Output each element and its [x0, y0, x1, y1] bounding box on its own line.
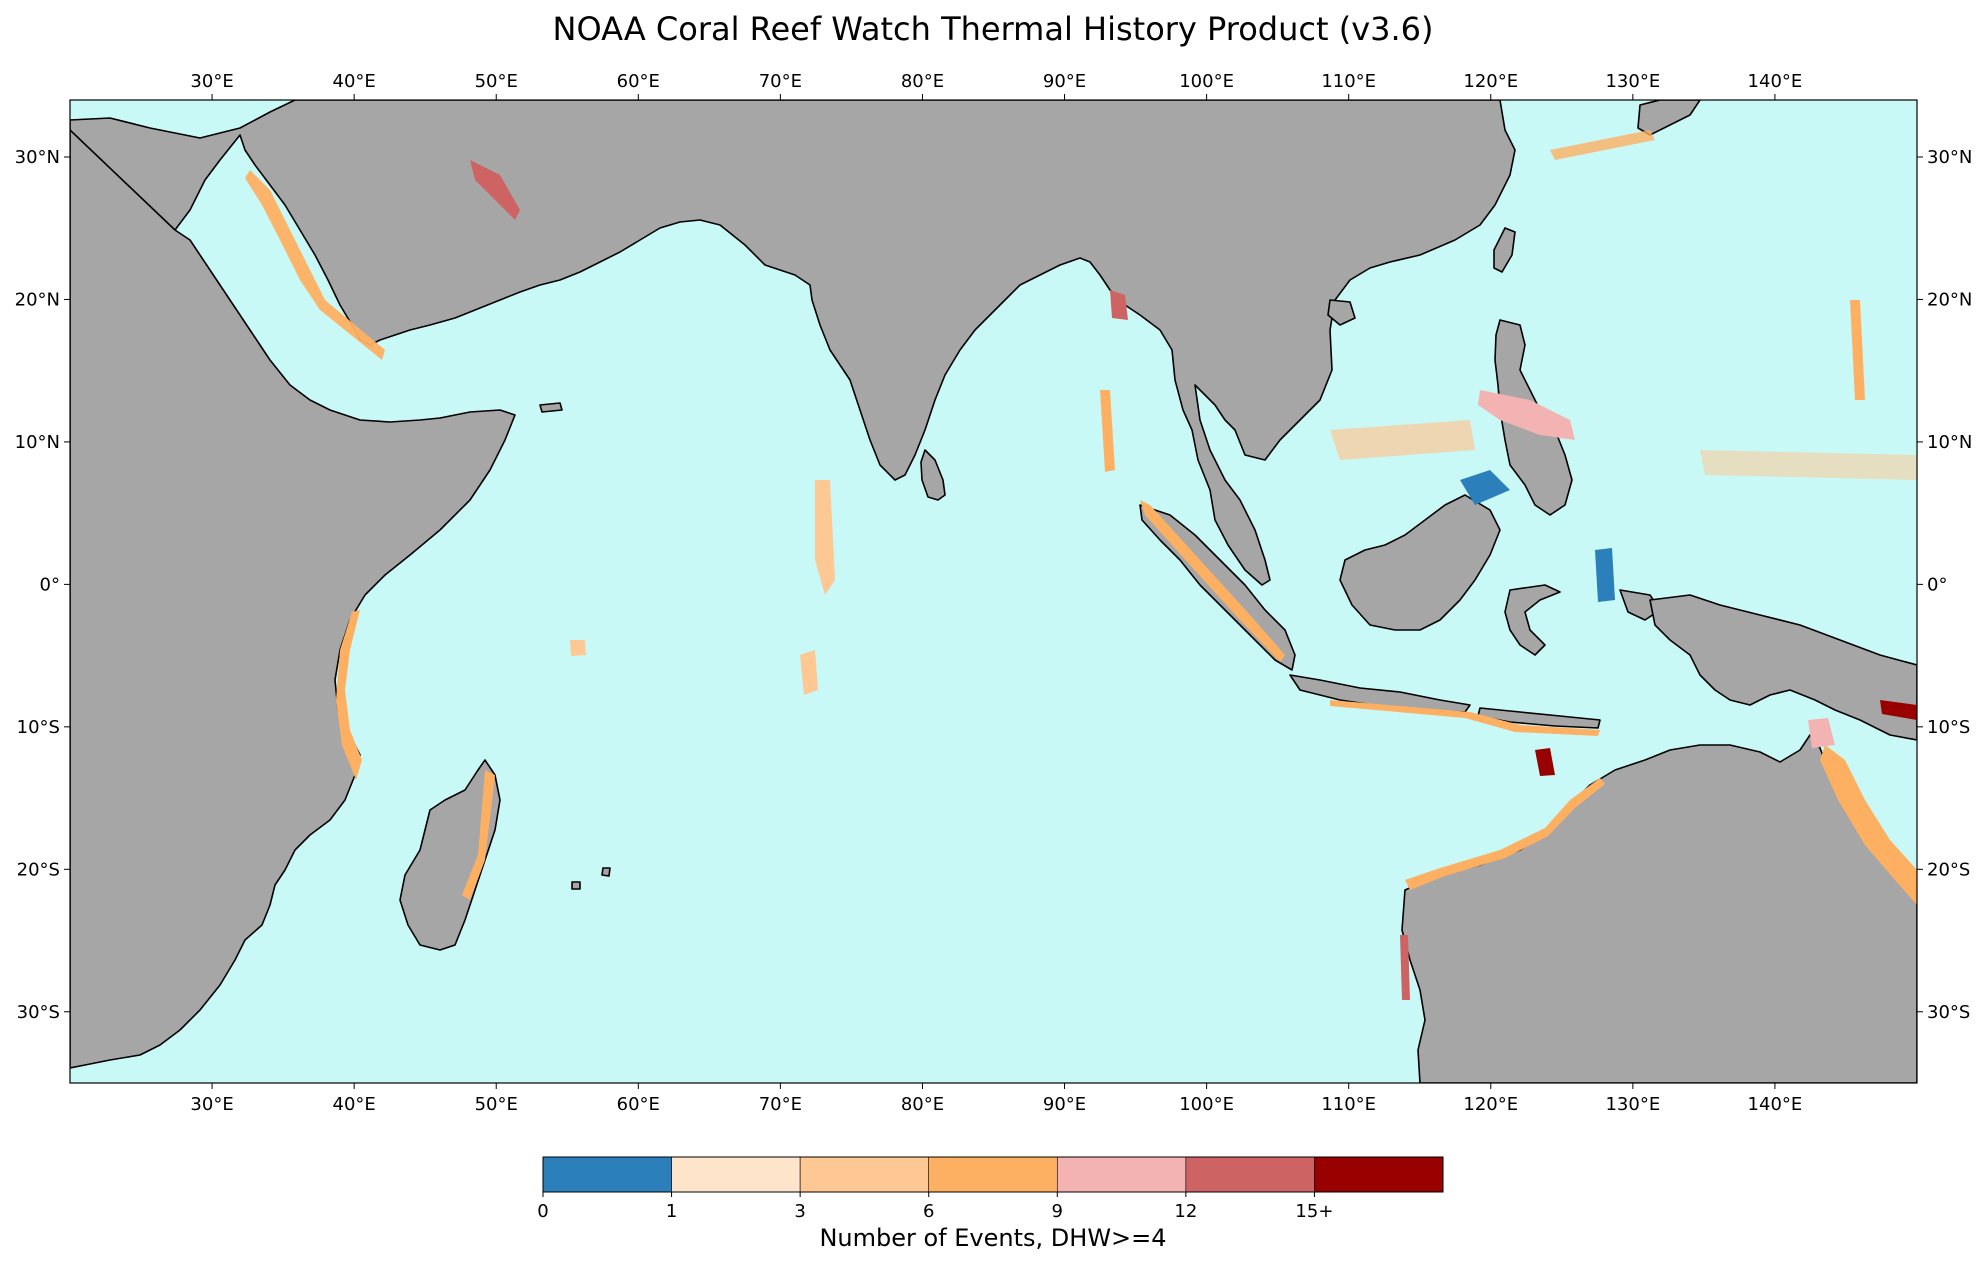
colorbar-tick-label: 15+ [1295, 1201, 1333, 1222]
landmass-socotra [540, 403, 562, 412]
longitude-ticks-top: 30°E 40°E 50°E 60°E 70°E 80°E 90°E 100°E 110°E 12… [190, 71, 1802, 100]
latitude-ticks-left: 30°N 20°N 10°N 0° 10°S 20°S 30°S [15, 147, 70, 1023]
lat-tick-label-left: 10°S [17, 717, 60, 738]
lon-tick-label-top: 70°E [759, 71, 802, 92]
lon-tick-label-bottom: 60°E [617, 1094, 660, 1115]
lon-tick-label-top: 140°E [1748, 71, 1803, 92]
lat-tick-label-right: 10°N [1927, 432, 1972, 453]
landmass-mauritius [602, 868, 610, 876]
lon-tick-label-bottom: 40°E [333, 1094, 376, 1115]
lat-tick-label-right: 20°S [1927, 859, 1970, 880]
lat-tick-label-right: 30°N [1927, 147, 1972, 168]
colorbar-tick-label: 6 [923, 1201, 934, 1222]
lon-tick-label-top: 80°E [901, 71, 944, 92]
lat-tick-label-right: 10°S [1927, 717, 1970, 738]
lon-tick-label-top: 100°E [1179, 71, 1234, 92]
lon-tick-label-top: 110°E [1321, 71, 1376, 92]
colorbar-label: Number of Events, DHW>=4 [819, 1224, 1166, 1252]
lat-tick-label-left: 10°N [15, 432, 60, 453]
lon-tick-label-bottom: 30°E [190, 1094, 233, 1115]
lon-tick-label-top: 40°E [333, 71, 376, 92]
lon-tick-label-bottom: 80°E [901, 1094, 944, 1115]
lat-tick-label-left: 30°S [17, 1002, 60, 1023]
colorbar-bin [929, 1157, 1058, 1192]
lat-tick-label-left: 20°N [15, 289, 60, 310]
landmass-reunion [572, 882, 580, 889]
lon-tick-label-bottom: 50°E [475, 1094, 518, 1115]
colorbar: 0 1 3 6 9 12 15+ Number of Events, DHW>=4 [537, 1157, 1443, 1252]
lon-tick-label-bottom: 100°E [1179, 1094, 1234, 1115]
lat-tick-label-right: 20°N [1927, 289, 1972, 310]
lon-tick-label-bottom: 110°E [1321, 1094, 1376, 1115]
colorbar-ticks: 0 1 3 6 9 12 15+ [537, 1192, 1333, 1222]
colorbar-tick-label: 9 [1052, 1201, 1063, 1222]
colorbar-tick-label: 1 [666, 1201, 677, 1222]
lon-tick-label-bottom: 90°E [1043, 1094, 1086, 1115]
colorbar-bin [1057, 1157, 1186, 1192]
lon-tick-label-bottom: 70°E [759, 1094, 802, 1115]
lon-tick-label-bottom: 120°E [1463, 1094, 1518, 1115]
colorbar-tick-label: 0 [537, 1201, 548, 1222]
lon-tick-label-bottom: 130°E [1605, 1094, 1660, 1115]
lat-tick-label-right: 30°S [1927, 1002, 1970, 1023]
reef-cells-seychelles [570, 640, 586, 656]
colorbar-bin [800, 1157, 929, 1192]
lon-tick-label-top: 130°E [1605, 71, 1660, 92]
lon-tick-label-top: 30°E [190, 71, 233, 92]
colorbar-bin [672, 1157, 801, 1192]
latitude-ticks-right: 30°N 20°N 10°N 0° 10°S 20°S 30°S [1917, 147, 1972, 1023]
lon-tick-label-top: 90°E [1043, 71, 1086, 92]
colorbar-bins [543, 1157, 1443, 1192]
lat-tick-label-left: 30°N [15, 147, 60, 168]
lon-tick-label-top: 50°E [475, 71, 518, 92]
colorbar-tick-label: 3 [794, 1201, 805, 1222]
colorbar-bin [1314, 1157, 1443, 1192]
lon-tick-label-top: 60°E [617, 71, 660, 92]
longitude-ticks-bottom: 30°E 40°E 50°E 60°E 70°E 80°E 90°E 100°E 110°E 12… [190, 1083, 1802, 1115]
lon-tick-label-top: 120°E [1463, 71, 1518, 92]
colorbar-bin [1186, 1157, 1315, 1192]
reef-cells-pacific-east [1700, 450, 1917, 480]
colorbar-tick-label: 12 [1174, 1201, 1197, 1222]
reef-cells-banda [1595, 548, 1615, 602]
lat-tick-label-left: 20°S [17, 859, 60, 880]
lat-tick-label-right: 0° [1927, 574, 1947, 595]
lat-tick-label-left: 0° [40, 574, 60, 595]
colorbar-bin [543, 1157, 672, 1192]
lon-tick-label-bottom: 140°E [1748, 1094, 1803, 1115]
